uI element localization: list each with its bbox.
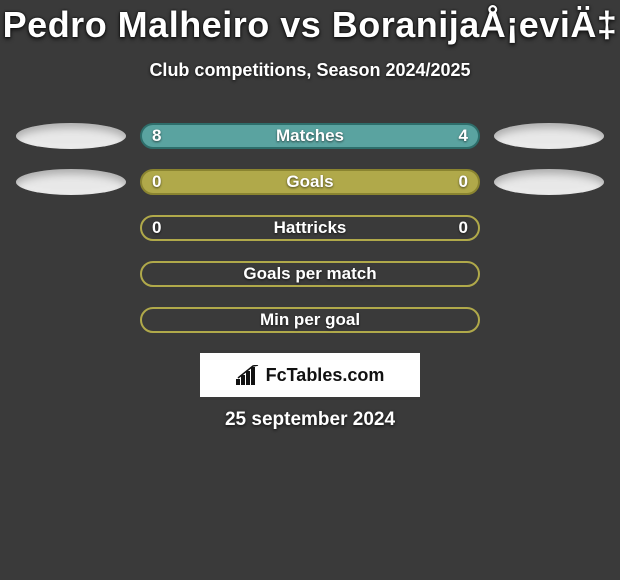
stat-label: Goals per match — [243, 264, 376, 284]
left-value: 0 — [152, 172, 161, 192]
stat-row: Goals per match — [0, 261, 620, 287]
bars-icon — [236, 365, 260, 385]
stat-bar: 8 Matches 4 — [140, 123, 480, 149]
stat-bar: 0 Hattricks 0 — [140, 215, 480, 241]
logo-box: FcTables.com — [200, 353, 420, 397]
subtitle: Club competitions, Season 2024/2025 — [0, 60, 620, 81]
right-ellipse — [494, 123, 604, 149]
stat-label: Goals — [286, 172, 333, 192]
left-value: 0 — [152, 218, 161, 238]
logo-text: FcTables.com — [266, 365, 385, 386]
left-value: 8 — [152, 126, 161, 146]
right-value: 4 — [459, 126, 468, 146]
page-title: Pedro Malheiro vs BoranijaÅ¡eviÄ‡ — [0, 4, 620, 46]
stat-label: Min per goal — [260, 310, 360, 330]
stat-row: 0 Hattricks 0 — [0, 215, 620, 241]
stats-infographic: Pedro Malheiro vs BoranijaÅ¡eviÄ‡ Club c… — [0, 0, 620, 431]
stat-bar: Min per goal — [140, 307, 480, 333]
stat-row: 0 Goals 0 — [0, 169, 620, 195]
stat-bar: 0 Goals 0 — [140, 169, 480, 195]
stat-label: Hattricks — [274, 218, 347, 238]
left-ellipse — [16, 123, 126, 149]
stat-row: 8 Matches 4 — [0, 123, 620, 149]
left-ellipse — [16, 169, 126, 195]
date-text: 25 september 2024 — [0, 409, 620, 431]
stat-label: Matches — [276, 126, 344, 146]
right-ellipse — [494, 169, 604, 195]
rows-container: 8 Matches 4 0 Goals 0 0 Hattricks 0 Goals per mat… — [0, 123, 620, 333]
right-value: 0 — [459, 218, 468, 238]
right-value: 0 — [459, 172, 468, 192]
stat-row: Min per goal — [0, 307, 620, 333]
stat-bar: Goals per match — [140, 261, 480, 287]
